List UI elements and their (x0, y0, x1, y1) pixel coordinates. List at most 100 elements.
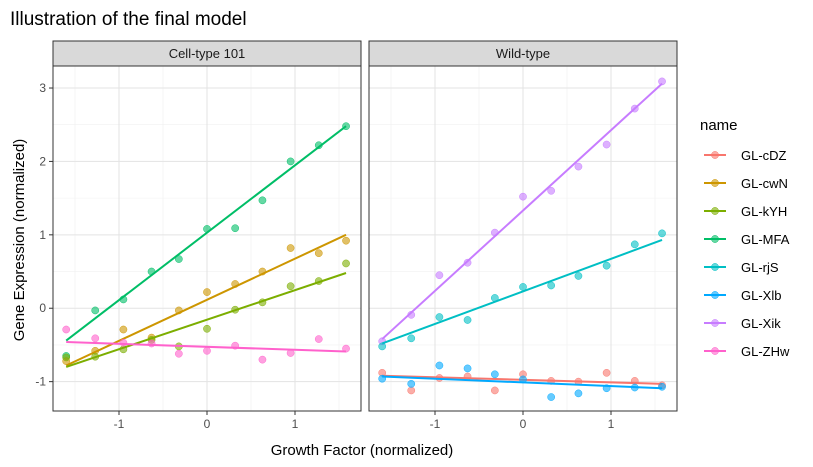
data-point (602, 368, 611, 377)
legend-item-gl-cwn: GL-cwN (704, 176, 788, 191)
x-tick-label: -1 (430, 417, 441, 431)
data-point (463, 364, 472, 373)
data-point (435, 271, 444, 280)
legend-label: GL-kYH (741, 204, 787, 219)
legend-label: GL-Xlb (741, 288, 781, 303)
legend-item-gl-xik: GL-Xik (704, 316, 781, 331)
data-point (407, 334, 416, 343)
legend-item-gl-zhw: GL-ZHw (704, 344, 790, 359)
fit-line (66, 341, 347, 353)
data-point (258, 196, 267, 205)
legend-key-point (711, 291, 719, 299)
legend-label: GL-rjS (741, 260, 779, 275)
fit-line (382, 375, 663, 390)
data-point (91, 334, 100, 343)
data-point (342, 236, 350, 245)
data-point (286, 157, 295, 166)
data-point (407, 386, 416, 395)
legend-label: GL-Xik (741, 316, 781, 331)
data-point (658, 382, 666, 391)
series-gl-rjs (378, 229, 666, 351)
data-point (286, 244, 295, 252)
data-point (91, 306, 100, 315)
facet-label: Wild-type (496, 46, 550, 61)
y-tick-label: 1 (39, 228, 46, 242)
x-axis-title: Growth Factor (normalized) (271, 442, 454, 459)
data-point (630, 240, 639, 249)
x-tick-label: 0 (520, 417, 527, 431)
data-point (342, 344, 350, 353)
y-tick-label: -1 (35, 375, 46, 389)
fit-line (65, 125, 347, 342)
data-point (519, 192, 527, 201)
facet-label: Cell-type 101 (169, 46, 246, 61)
legend-key-point (711, 235, 719, 243)
data-point (574, 162, 583, 171)
legend-label: GL-cDZ (741, 148, 787, 163)
x-tick-label: -1 (114, 417, 125, 431)
panel-cell-type-101: Cell-type 101 -1 0 1 -1 0 1 2 3 (35, 40, 362, 431)
legend-label: GL-ZHw (741, 344, 790, 359)
data-point (463, 316, 472, 324)
legend-key-point (711, 319, 719, 327)
series-gl-mfa (62, 122, 350, 360)
data-point (119, 338, 128, 347)
fit-line (381, 82, 663, 340)
x-tick-label: 1 (292, 417, 299, 431)
series-gl-xik (378, 77, 666, 346)
y-tick-label: 0 (39, 301, 46, 315)
legend-key-point (711, 179, 719, 187)
legend-item-gl-rjs: GL-rjS (704, 260, 779, 275)
data-point (602, 261, 611, 270)
series-gl-zhw (62, 325, 350, 364)
panel-wild-type: Wild-type -1 0 1 (368, 40, 678, 431)
data-point (286, 282, 295, 291)
data-point (203, 346, 211, 355)
y-axis-title: Gene Expression (normalized) (11, 139, 28, 342)
data-point (490, 370, 499, 379)
data-point (407, 379, 416, 388)
data-point (203, 324, 211, 333)
chart-title: Illustration of the final model (10, 9, 247, 30)
legend-label: GL-MFA (741, 232, 790, 247)
data-point (342, 259, 350, 268)
y-tick-label: 3 (39, 81, 46, 95)
data-point (490, 386, 499, 395)
data-point (574, 389, 583, 398)
data-point (314, 335, 323, 343)
legend-key-point (711, 347, 719, 355)
x-tick-label: 0 (204, 417, 211, 431)
data-point (658, 77, 666, 86)
legend-title: name (700, 117, 738, 134)
data-point (658, 229, 666, 238)
data-point (435, 361, 444, 370)
panel-border (52, 65, 362, 412)
data-point (174, 349, 183, 358)
legend-item-gl-mfa: GL-MFA (704, 232, 790, 247)
fit-line (381, 239, 663, 345)
fit-line (65, 272, 347, 368)
data-point (602, 140, 611, 149)
legend: GL-cDZ GL-cwN GL-kYH GL-MFA GL-rjS GL-Xlb GL-X… (704, 148, 790, 359)
y-tick-label: 2 (39, 154, 46, 168)
legend-key-point (711, 151, 719, 159)
data-point (203, 288, 211, 296)
data-point (62, 325, 71, 334)
data-point (574, 272, 583, 280)
data-point (547, 186, 556, 195)
panel-border (368, 65, 678, 412)
legend-item-gl-xlb: GL-Xlb (704, 288, 781, 303)
data-point (314, 249, 323, 258)
legend-label: GL-cwN (741, 176, 788, 191)
data-point (258, 355, 267, 364)
legend-key-point (711, 263, 719, 271)
legend-key-point (711, 207, 719, 215)
legend-item-gl-cdz: GL-cDZ (704, 148, 787, 163)
data-point (231, 224, 240, 233)
data-point (547, 393, 556, 401)
data-point (119, 325, 128, 334)
series-gl-xlb (378, 361, 666, 401)
data-point (435, 313, 444, 321)
